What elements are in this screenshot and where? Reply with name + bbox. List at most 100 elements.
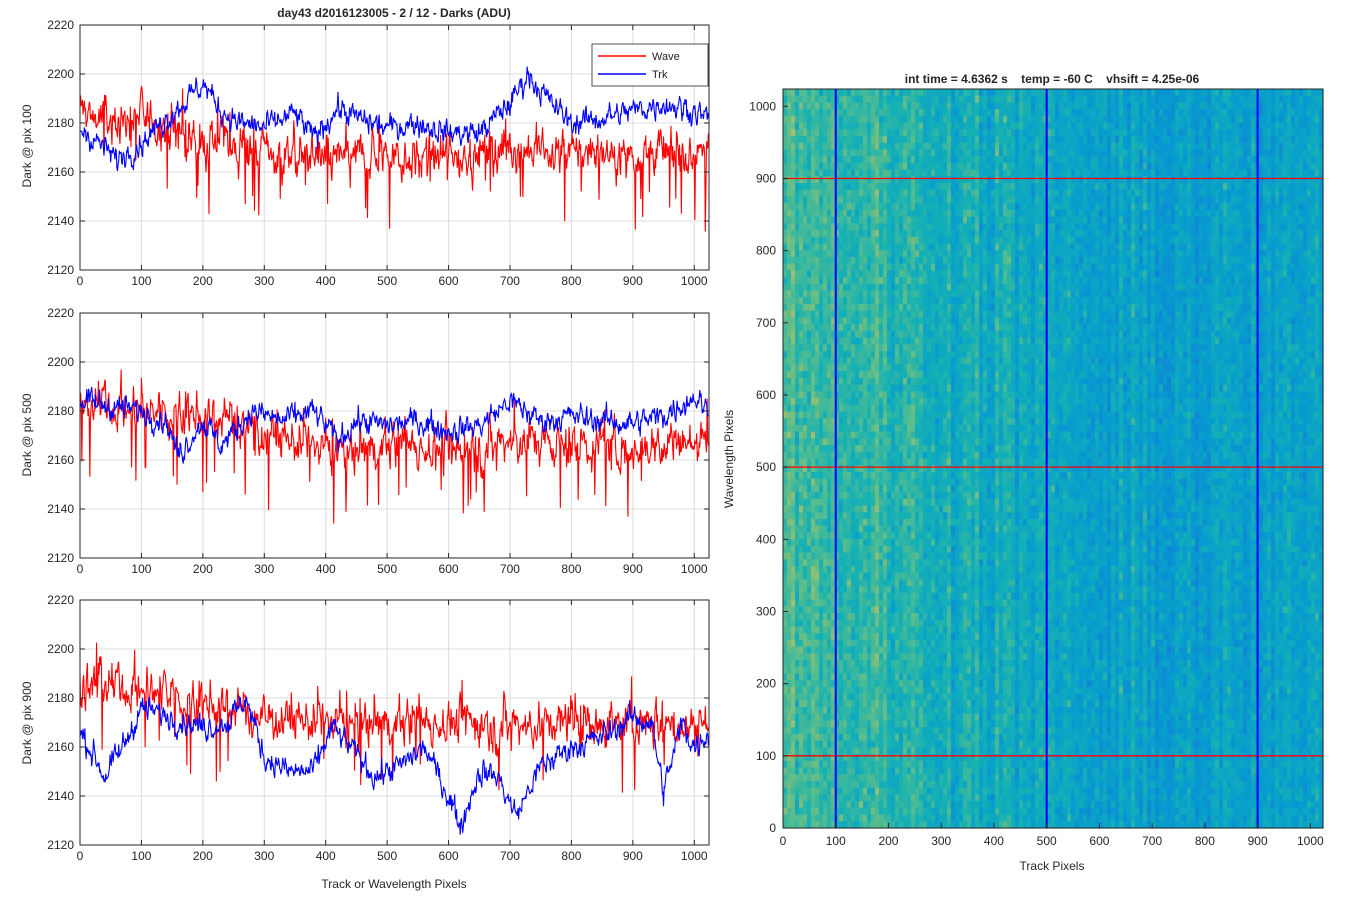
heatmap-cell [803, 445, 808, 453]
heatmap-cell [807, 599, 812, 607]
heatmap-cell [875, 115, 880, 124]
heatmap-cell [843, 162, 848, 171]
heatmap-cell [783, 673, 788, 681]
heatmap-cell [855, 451, 860, 460]
heatmap-cell [955, 129, 960, 137]
heatmap-cell [947, 95, 952, 104]
heatmap-cell [903, 754, 908, 762]
heatmap-cell [943, 230, 948, 238]
heatmap-cell [911, 183, 916, 191]
heatmap-cell [791, 404, 796, 413]
heatmap-cell [855, 156, 860, 164]
heatmap-cell [815, 357, 820, 366]
heatmap-cell [899, 552, 904, 560]
heatmap-cell [783, 619, 788, 628]
heatmap-cell [943, 351, 948, 359]
heatmap-cell [811, 263, 816, 271]
heatmap-cell [895, 646, 900, 654]
heatmap-cell [843, 565, 848, 574]
heatmap-cell [915, 203, 920, 211]
heatmap-cell [951, 95, 956, 104]
heatmap-cell [935, 223, 940, 231]
heatmap-cell [915, 438, 920, 446]
heatmap-cell [815, 216, 820, 224]
y-tick-label: 2220 [47, 18, 74, 32]
heatmap-cell [935, 639, 940, 648]
heatmap-cell [811, 606, 816, 614]
heatmap-cell [807, 720, 812, 728]
heatmap-cell [931, 129, 936, 137]
heatmap-cell [931, 666, 936, 675]
heatmap-cell [883, 303, 888, 312]
heatmap-cell [955, 122, 960, 130]
heatmap-cell [795, 357, 800, 366]
heatmap-cell [811, 310, 816, 319]
heatmap-cell [883, 673, 888, 681]
heatmap-cell [831, 109, 836, 117]
heatmap-cell [911, 492, 916, 500]
heatmap-cell [791, 351, 796, 359]
heatmap-cell [819, 814, 824, 822]
heatmap-cell [927, 115, 932, 124]
heatmap-cell [883, 263, 888, 271]
heatmap-cell [883, 89, 888, 97]
heatmap-cell [943, 579, 948, 587]
heatmap-cell [895, 89, 900, 97]
heatmap-cell [939, 317, 944, 325]
heatmap-cell [787, 565, 792, 574]
heatmap-cell [823, 613, 828, 621]
heatmap-cell [803, 518, 808, 527]
heatmap-cell [935, 747, 940, 755]
heatmap-cell [867, 270, 872, 278]
heatmap-cell [811, 424, 816, 433]
heatmap-cell [787, 176, 792, 184]
heatmap-cell [867, 700, 872, 708]
heatmap-cell [819, 801, 824, 809]
heatmap-cell [915, 660, 920, 668]
heatmap-cell [923, 565, 928, 574]
heatmap-cell [895, 109, 900, 117]
heatmap-cell [799, 673, 804, 681]
heatmap-cell [783, 787, 788, 796]
heatmap-cell [815, 686, 820, 695]
heatmap-cell [847, 162, 852, 171]
heatmap-cell [803, 404, 808, 413]
heatmap-cell [931, 324, 936, 332]
heatmap-cell [827, 633, 832, 641]
heatmap-cell [855, 552, 860, 560]
heatmap-cell [819, 505, 824, 513]
heatmap-cell [823, 713, 828, 722]
heatmap-cell [879, 377, 884, 386]
heatmap-cell [899, 801, 904, 809]
heatmap-cell [843, 559, 848, 567]
heatmap-cell [863, 109, 868, 117]
heatmap-cell [871, 713, 876, 722]
heatmap-cell [791, 707, 796, 715]
heatmap-cell [947, 122, 952, 130]
heatmap-cell [883, 740, 888, 748]
heatmap-cell [947, 310, 952, 319]
heatmap-cell [931, 162, 936, 171]
heatmap-cell [839, 149, 844, 157]
heatmap-cell [927, 371, 932, 379]
heatmap-cell [823, 579, 828, 587]
heatmap-cell [891, 545, 896, 554]
heatmap-cell [799, 492, 804, 500]
heatmap-cell [827, 686, 832, 695]
heatmap-cell [907, 317, 912, 325]
heatmap-cell [863, 451, 868, 460]
heatmap-cell [863, 136, 868, 144]
heatmap-cell [783, 639, 788, 648]
heatmap-cell [847, 807, 852, 816]
heatmap-cell [951, 478, 956, 486]
heatmap-cell [923, 653, 928, 661]
heatmap-cell [875, 129, 880, 137]
heatmap-cell [871, 801, 876, 809]
heatmap-cell [911, 431, 916, 439]
heatmap-cell [951, 660, 956, 668]
heatmap-cell [871, 162, 876, 171]
heatmap-cell [811, 707, 816, 715]
heatmap-cell [823, 707, 828, 715]
x-tick-label: 300 [254, 274, 274, 288]
heatmap-cell [831, 451, 836, 460]
